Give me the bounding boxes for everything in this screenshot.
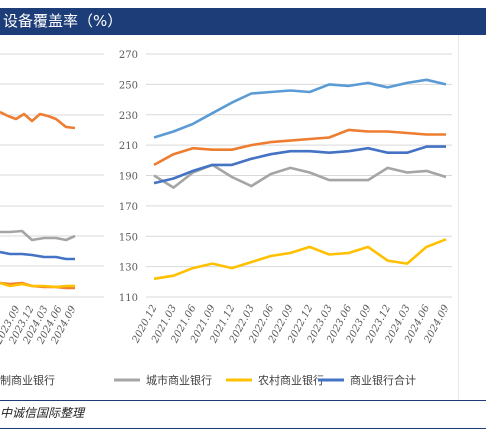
legend-label: 城市商业银行 — [146, 373, 212, 387]
series-line — [153, 78, 447, 139]
y-tick-label: 210 — [119, 141, 138, 152]
source-note: 中诚信国际整理 — [0, 406, 85, 420]
series-line — [0, 229, 76, 242]
legend-label: 农村商业银行 — [258, 373, 324, 387]
left-chart-panel: 2023.09 2023.12 2024.03 2024.06 2024.09 制商业银行 — [0, 35, 106, 401]
y-tick-label: 250 — [119, 80, 138, 91]
footer-line — [0, 428, 486, 429]
y-tick-label: 110 — [119, 293, 138, 304]
series-line — [0, 250, 75, 261]
divider-line — [0, 400, 486, 401]
right-panel — [458, 35, 486, 401]
legend-label: 商业银行合计 — [350, 373, 416, 387]
top-caption — [0, 0, 486, 6]
y-tick-label: 130 — [119, 263, 138, 274]
y-tick-label: 150 — [119, 232, 138, 243]
chart-title-banner: 设备覆盖率（%） — [0, 8, 486, 35]
series-line — [0, 110, 76, 130]
y-tick-label: 190 — [119, 172, 138, 183]
main-chart-svg: 1101301501701902102302502702020.122021.0… — [114, 50, 452, 387]
series-line — [0, 281, 75, 289]
y-tick-label: 270 — [119, 50, 138, 61]
legend-label: 制商业银行 — [0, 373, 55, 387]
series-line — [153, 145, 446, 185]
series-line — [153, 238, 447, 281]
series-line — [153, 128, 446, 167]
y-tick-label: 170 — [119, 202, 138, 213]
main-chart-panel: 110 130 150 170 190 210 230 250 270 2020.12 2021.0… — [106, 35, 458, 401]
y-tick-label: 230 — [119, 111, 138, 122]
